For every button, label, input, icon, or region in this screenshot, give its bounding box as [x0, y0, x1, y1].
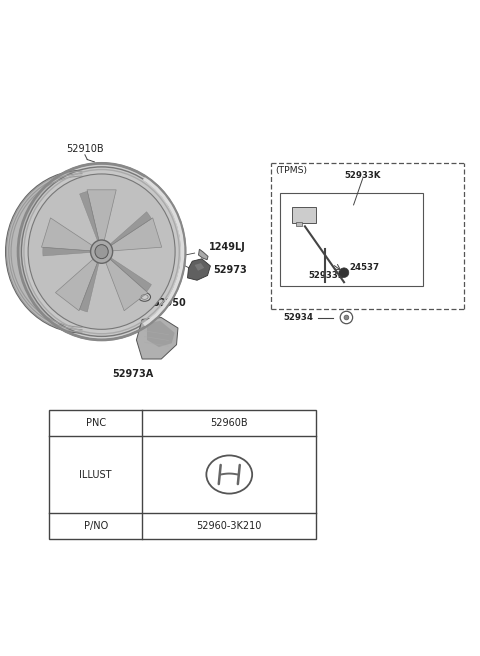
- Text: 52960-3K210: 52960-3K210: [197, 521, 262, 531]
- Ellipse shape: [28, 174, 175, 329]
- Text: ILLUST: ILLUST: [79, 470, 112, 480]
- Ellipse shape: [95, 245, 108, 258]
- Polygon shape: [87, 190, 116, 240]
- Polygon shape: [106, 259, 148, 311]
- Text: 52960B: 52960B: [210, 418, 248, 428]
- Bar: [280, 193, 423, 286]
- Text: P/NO: P/NO: [84, 521, 108, 531]
- Text: 1249LJ: 1249LJ: [209, 242, 246, 252]
- Polygon shape: [195, 263, 204, 271]
- Text: 52973: 52973: [213, 265, 247, 276]
- Text: PNC: PNC: [85, 418, 106, 428]
- Polygon shape: [110, 212, 152, 245]
- Text: 52910B: 52910B: [66, 144, 104, 154]
- Bar: [296, 222, 302, 226]
- Polygon shape: [136, 318, 178, 359]
- Text: 52933D: 52933D: [308, 272, 345, 280]
- Polygon shape: [80, 263, 99, 312]
- Text: 52973A: 52973A: [112, 369, 153, 379]
- Bar: [291, 207, 316, 222]
- Polygon shape: [111, 218, 162, 251]
- Polygon shape: [80, 192, 99, 240]
- Text: 24537: 24537: [350, 263, 380, 272]
- Ellipse shape: [22, 167, 182, 337]
- Polygon shape: [41, 218, 92, 251]
- Text: 52950: 52950: [152, 298, 186, 308]
- Circle shape: [339, 268, 349, 277]
- Ellipse shape: [18, 163, 185, 340]
- Text: 52933K: 52933K: [344, 171, 381, 180]
- Polygon shape: [43, 247, 90, 256]
- Circle shape: [344, 315, 349, 320]
- Polygon shape: [110, 258, 152, 292]
- Polygon shape: [199, 249, 208, 260]
- Text: (TPMS): (TPMS): [275, 166, 307, 174]
- Ellipse shape: [6, 171, 159, 333]
- Bar: [49, 410, 316, 539]
- Polygon shape: [188, 259, 210, 280]
- Polygon shape: [56, 259, 97, 311]
- Polygon shape: [147, 321, 175, 347]
- Text: 52934: 52934: [283, 313, 313, 322]
- Ellipse shape: [91, 240, 113, 263]
- Ellipse shape: [139, 293, 151, 301]
